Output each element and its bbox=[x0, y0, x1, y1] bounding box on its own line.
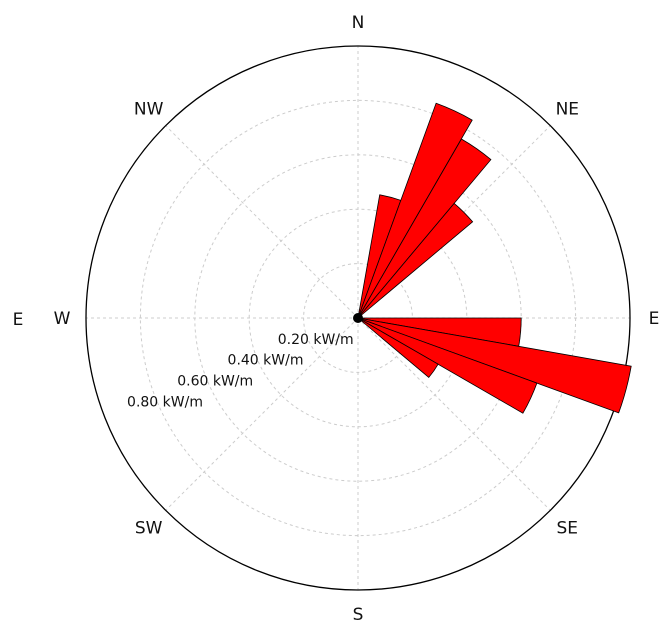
outer-ring bbox=[85, 45, 631, 591]
direction-label-se: SE bbox=[557, 518, 579, 538]
direction-label-w: W bbox=[54, 309, 71, 329]
bar-2 bbox=[357, 102, 473, 319]
bar-7 bbox=[357, 317, 538, 414]
direction-label-sw: SW bbox=[135, 518, 163, 538]
bar-3 bbox=[357, 138, 492, 319]
radial-label-2: 0.40 kW/m bbox=[228, 353, 304, 369]
direction-label-nw: NW bbox=[134, 100, 164, 120]
bar-4 bbox=[357, 202, 474, 319]
direction-label-ne: NE bbox=[556, 100, 579, 120]
center-hub bbox=[353, 313, 363, 323]
bar-8 bbox=[357, 317, 439, 378]
radial-label-1: 0.20 kW/m bbox=[278, 332, 354, 348]
radial-label-3: 0.60 kW/m bbox=[177, 374, 253, 390]
radial-labels: 0.20 kW/m 0.40 kW/m 0.60 kW/m 0.80 kW/m bbox=[127, 332, 354, 411]
radial-label-4: 0.80 kW/m bbox=[127, 394, 203, 410]
direction-label-e: E bbox=[649, 309, 660, 329]
spoke-nw bbox=[165, 125, 359, 319]
bar-6 bbox=[357, 317, 632, 414]
bars-group bbox=[353, 102, 632, 414]
left-edge-label: E bbox=[13, 310, 24, 330]
direction-labels: N NE E SE S SW W NW bbox=[54, 13, 660, 625]
direction-label-s: S bbox=[353, 605, 364, 625]
direction-label-n: N bbox=[352, 13, 365, 33]
